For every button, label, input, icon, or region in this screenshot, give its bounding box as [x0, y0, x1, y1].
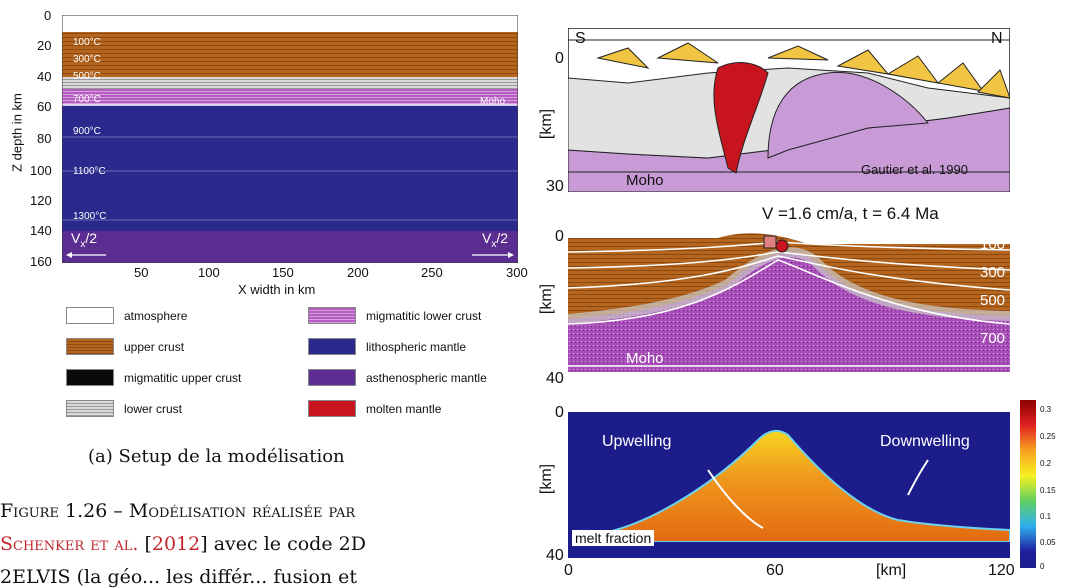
x-tick: 250: [421, 265, 443, 280]
x-tick: 200: [347, 265, 369, 280]
y-tick: 20: [37, 38, 52, 53]
y-tick: 160: [30, 254, 52, 269]
colorbar-tick: 0.15: [1040, 486, 1056, 495]
temp-label: 1100°C: [73, 166, 106, 177]
x-tick: 100: [198, 265, 220, 280]
temp-label: 300°C: [73, 54, 101, 65]
y-axis-label: Z depth in km: [9, 93, 25, 172]
colorbar-tick: 0: [1040, 562, 1045, 571]
moho-label: Moho: [626, 350, 664, 367]
geologic-section-panel: [568, 28, 1010, 192]
figure-caption-line: Schenker et al. [2012] avec le code 2D: [0, 533, 366, 555]
moho-label: Moho: [480, 96, 506, 107]
figure-b: S N 0 [km] 30 Moho Gautier et al. 1990 V…: [530, 0, 1070, 584]
legend-swatch: [66, 400, 114, 417]
y-tick: 0: [555, 404, 564, 421]
colorbar-tick: 0.1: [1040, 512, 1052, 521]
y-axis-label: [km]: [538, 108, 556, 140]
isotherm-label: 500: [980, 292, 1006, 309]
y-tick: 30: [546, 178, 564, 195]
y-tick: 0: [555, 50, 564, 67]
model-setup-plot: [62, 15, 518, 263]
x-tick: 0: [564, 562, 573, 579]
y-axis-label: [km]: [538, 463, 556, 495]
legend-item: lithospheric mantle: [308, 338, 466, 355]
vx-left-label: Vx/2: [71, 230, 98, 250]
figure-caption-line: Figure 1.26 – Modélisation réalisée par: [0, 500, 356, 522]
figure-a: Z depth in km 0 20 40 60 80 100 120 140 …: [0, 0, 530, 588]
melt-fraction-label: melt fraction: [572, 530, 655, 546]
temp-label: 100°C: [73, 37, 101, 48]
legend-item: migmatitic lower crust: [308, 307, 481, 324]
colorbar-tick: 0.25: [1040, 432, 1056, 441]
x-tick: [km]: [876, 562, 907, 579]
subfigure-caption: (a) Setup de la modélisation: [88, 446, 345, 467]
y-tick: 40: [546, 370, 564, 387]
y-tick: 120: [30, 193, 52, 208]
north-label: N: [991, 30, 1003, 47]
y-tick: 140: [30, 223, 52, 238]
y-tick: 40: [37, 69, 52, 84]
x-tick: 60: [766, 562, 784, 579]
isotherm-label: 300: [980, 264, 1006, 281]
south-label: S: [575, 30, 586, 47]
legend-swatch: [308, 307, 356, 324]
x-tick: 300: [506, 265, 528, 280]
y-axis-label: [km]: [538, 283, 556, 315]
colorbar-tick: 0.2: [1040, 459, 1052, 468]
colorbar-tick: 0.05: [1040, 538, 1056, 547]
temp-label: 900°C: [73, 126, 101, 137]
model-snapshot-panel: [568, 224, 1010, 372]
legend-item: atmosphere: [66, 307, 187, 324]
legend-item: asthenospheric mantle: [308, 369, 487, 386]
credit-label: Gautier et al. 1990: [861, 162, 968, 177]
isotherm-label: 700: [980, 330, 1006, 347]
legend-swatch: [66, 369, 114, 386]
colorbar: [1020, 400, 1036, 568]
legend-swatch: [66, 338, 114, 355]
legend-item: lower crust: [66, 400, 182, 417]
downwelling-label: Downwelling: [880, 433, 970, 450]
legend-item: migmatitic upper crust: [66, 369, 241, 386]
temp-label: 1300°C: [73, 211, 107, 222]
y-tick: 60: [37, 99, 52, 114]
x-tick: 120: [988, 562, 1015, 579]
legend-item: molten mantle: [308, 400, 441, 417]
y-tick: 40: [546, 547, 564, 564]
y-tick: 100: [30, 163, 52, 178]
temp-label: 500°C: [73, 71, 101, 82]
colorbar-tick: 0.3: [1040, 405, 1052, 414]
y-tick: 80: [37, 131, 52, 146]
legend-swatch: [308, 369, 356, 386]
legend-swatch: [66, 307, 114, 324]
temp-label: 700°C: [73, 94, 101, 105]
y-tick: 0: [555, 228, 564, 245]
moho-label: Moho: [626, 172, 664, 189]
legend-swatch: [308, 338, 356, 355]
figure-caption-line: 2ELVIS (la géo... les différ... fusion e…: [0, 566, 358, 588]
vx-right-label: Vx/2: [482, 230, 509, 250]
legend-swatch: [308, 400, 356, 417]
panel-title: V =1.6 cm/a, t = 6.4 Ma: [762, 204, 939, 223]
isotherm-label: 100: [980, 236, 1006, 253]
y-tick: 0: [44, 8, 52, 23]
legend-item: upper crust: [66, 338, 184, 355]
upwelling-label: Upwelling: [602, 433, 672, 450]
x-tick: 50: [134, 265, 149, 280]
x-axis-label: X width in km: [238, 282, 316, 297]
x-tick: 150: [272, 265, 294, 280]
